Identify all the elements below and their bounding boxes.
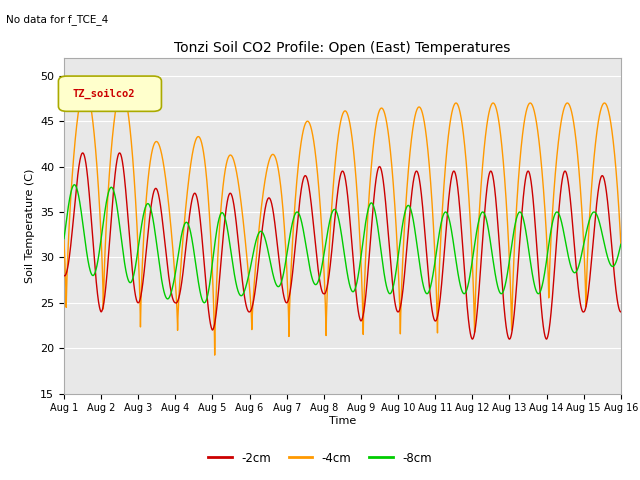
-2cm xyxy=(617,309,625,315)
-2cm xyxy=(60,273,68,278)
-8cm xyxy=(436,223,444,229)
X-axis label: Time: Time xyxy=(329,416,356,426)
Line: -4cm: -4cm xyxy=(64,89,621,355)
-8cm xyxy=(161,289,168,295)
-4cm xyxy=(161,166,168,171)
-4cm xyxy=(211,352,218,358)
Line: -8cm: -8cm xyxy=(64,185,621,303)
Title: Tonzi Soil CO2 Profile: Open (East) Temperatures: Tonzi Soil CO2 Profile: Open (East) Temp… xyxy=(174,41,511,55)
-2cm xyxy=(161,233,168,239)
-2cm xyxy=(436,293,444,299)
-2cm xyxy=(543,336,550,342)
FancyBboxPatch shape xyxy=(58,76,161,111)
-4cm xyxy=(616,230,624,236)
Line: -2cm: -2cm xyxy=(64,153,621,339)
Text: No data for f_TCE_4: No data for f_TCE_4 xyxy=(6,14,109,25)
-2cm xyxy=(616,309,624,314)
-8cm xyxy=(200,300,208,306)
-8cm xyxy=(616,244,624,250)
-2cm xyxy=(79,150,86,156)
Text: TZ_soilco2: TZ_soilco2 xyxy=(72,89,135,99)
-2cm xyxy=(499,290,507,296)
-8cm xyxy=(468,264,476,270)
-8cm xyxy=(70,182,78,188)
-4cm xyxy=(617,240,625,246)
-2cm xyxy=(467,334,475,340)
Legend: -2cm, -4cm, -8cm: -2cm, -4cm, -8cm xyxy=(204,447,436,469)
-2cm xyxy=(322,289,330,295)
-8cm xyxy=(322,240,330,246)
-4cm xyxy=(436,240,444,245)
-8cm xyxy=(499,289,507,295)
-4cm xyxy=(81,86,89,92)
-8cm xyxy=(60,236,68,241)
-4cm xyxy=(468,239,476,245)
-4cm xyxy=(60,238,68,243)
-8cm xyxy=(617,241,625,247)
Y-axis label: Soil Temperature (C): Soil Temperature (C) xyxy=(24,168,35,283)
-4cm xyxy=(322,320,330,326)
-4cm xyxy=(499,155,507,161)
